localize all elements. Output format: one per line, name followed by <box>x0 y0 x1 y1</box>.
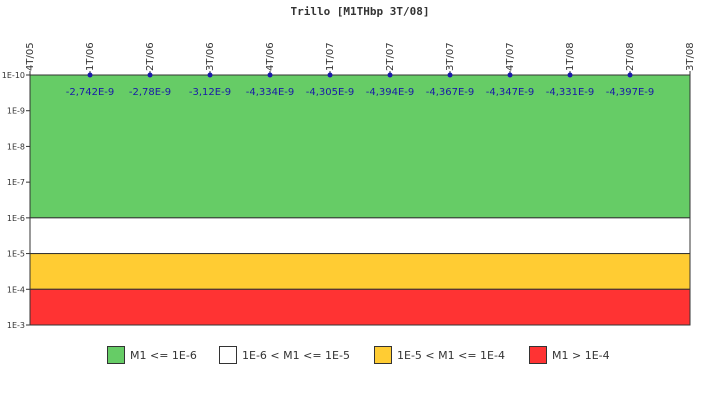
data-point <box>627 72 633 78</box>
threshold-band <box>29 288 691 326</box>
x-tick-label: 2T/07 <box>385 42 396 71</box>
x-tick-label: 3T/08 <box>685 42 696 71</box>
data-label: -4,331E-9 <box>546 87 595 98</box>
data-series: -2,742E-9 -2,78E-9 -3,12E-9 -4,334E-9 -4,305… <box>66 72 655 98</box>
legend-label: 1E-6 < M1 <= 1E-5 <box>242 348 350 362</box>
threshold-bands <box>29 74 691 326</box>
y-tick-label: 1E-5 <box>7 250 25 259</box>
y-axis: 1E-10 1E-9 1E-8 1E-7 1E-6 1E-5 1E-4 1E-3 <box>2 71 30 330</box>
y-tick-label: 1E-8 <box>7 142 25 151</box>
legend-label: M1 > 1E-4 <box>552 348 610 362</box>
legend-item: 1E-5 < M1 <= 1E-4 <box>374 345 505 365</box>
data-point <box>387 72 393 78</box>
legend-swatch <box>107 346 125 364</box>
legend-item: M1 <= 1E-6 <box>107 345 197 365</box>
y-tick-label: 1E-3 <box>7 321 25 330</box>
data-point <box>567 72 573 78</box>
y-tick-label: 1E-7 <box>7 178 25 187</box>
threshold-band <box>29 74 691 219</box>
data-point <box>447 72 453 78</box>
data-label: -4,347E-9 <box>486 87 535 98</box>
data-label: -2,78E-9 <box>129 87 171 98</box>
chart-title: Trillo [M1THbp 3T/08] <box>290 5 429 18</box>
y-tick-label: 1E-9 <box>7 107 25 116</box>
x-tick-label: 1T/08 <box>565 42 576 71</box>
data-label: -4,334E-9 <box>246 87 295 98</box>
x-tick-label: 4T/07 <box>505 42 516 71</box>
data-label: -4,305E-9 <box>306 87 355 98</box>
legend-swatch <box>374 346 392 364</box>
x-tick-label: 2T/06 <box>145 42 156 71</box>
legend-item: 1E-6 < M1 <= 1E-5 <box>219 345 350 365</box>
legend-label: M1 <= 1E-6 <box>130 348 197 362</box>
legend: M1 <= 1E-6 1E-6 < M1 <= 1E-5 1E-5 < M1 <… <box>107 345 667 367</box>
data-point <box>327 72 333 78</box>
data-label: -4,394E-9 <box>366 87 415 98</box>
x-axis: 4T/05 1T/06 2T/06 3T/06 4T/06 1T/07 2T/07 3T/07… <box>25 42 696 75</box>
threshold-band <box>29 217 691 255</box>
y-tick-label: 1E-6 <box>7 214 25 223</box>
data-label: -4,397E-9 <box>606 87 655 98</box>
data-point <box>207 72 213 78</box>
data-label: -2,742E-9 <box>66 87 115 98</box>
x-tick-label: 4T/05 <box>25 42 36 71</box>
legend-swatch <box>529 346 547 364</box>
data-point <box>87 72 93 78</box>
y-tick-label: 1E-10 <box>2 71 25 80</box>
x-tick-label: 1T/06 <box>85 42 96 71</box>
data-point <box>267 72 273 78</box>
legend-label: 1E-5 < M1 <= 1E-4 <box>397 348 505 362</box>
x-tick-label: 3T/06 <box>205 42 216 71</box>
x-tick-label: 3T/07 <box>445 42 456 71</box>
threshold-band <box>29 253 691 290</box>
data-label: -4,367E-9 <box>426 87 475 98</box>
x-tick-label: 2T/08 <box>625 42 636 71</box>
legend-item: M1 > 1E-4 <box>529 345 610 365</box>
data-label: -3,12E-9 <box>189 87 231 98</box>
data-point <box>507 72 513 78</box>
x-tick-label: 4T/06 <box>265 42 276 71</box>
legend-swatch <box>219 346 237 364</box>
data-point <box>147 72 153 78</box>
x-tick-label: 1T/07 <box>325 42 336 71</box>
y-tick-label: 1E-4 <box>7 285 25 294</box>
